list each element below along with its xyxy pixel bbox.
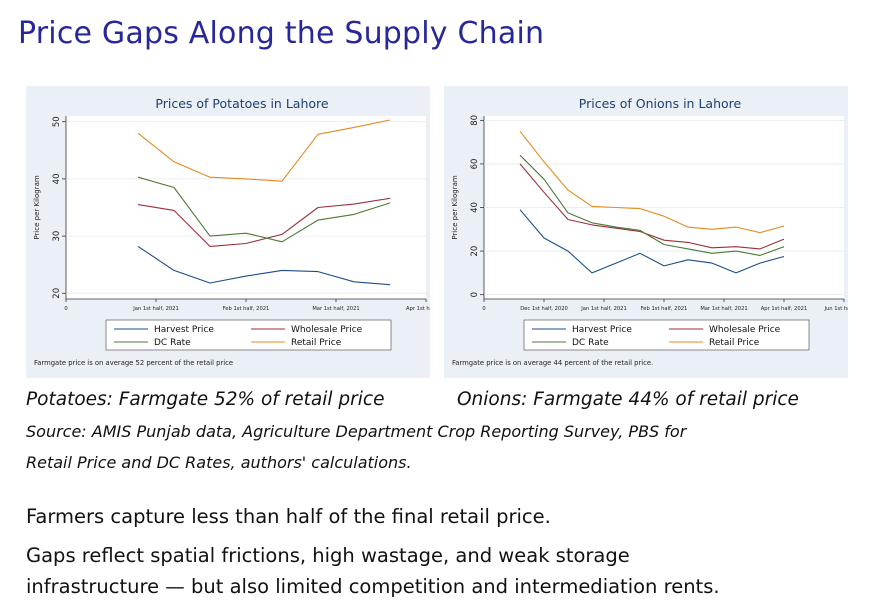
- x-tick-label: Mar 1st half, 2021: [700, 306, 747, 312]
- x-tick-label: Apr 1st half, 20: [406, 306, 430, 312]
- body-text-1: Farmers capture less than half of the fi…: [26, 505, 551, 528]
- onions-chart-svg: Prices of Onions in Lahore 0 20 40 60 80 Price…: [451, 96, 848, 367]
- body-text-2: Gaps reflect spatial frictions, high was…: [26, 544, 630, 567]
- x-tick-label: Jan 1st half, 2021: [580, 306, 627, 312]
- x-tick-label: Feb 1st half, 2021: [641, 306, 688, 312]
- x-tick-label: Dec 1st half, 2020: [520, 306, 568, 312]
- legend-label: Wholesale Price: [709, 325, 781, 335]
- series-line-retail: [137, 119, 391, 182]
- caption-onions: Onions: Farmgate 44% of retail price: [457, 389, 799, 410]
- plot-area: [66, 116, 426, 299]
- y-tick-label: 60: [470, 159, 480, 170]
- legend-label: Retail Price: [291, 338, 342, 348]
- x-tick-label: Jan 1st half, 2021: [132, 306, 179, 312]
- y-tick-label: 80: [470, 115, 480, 126]
- series-line-harvest: [137, 245, 391, 286]
- y-tick-label: 40: [470, 202, 480, 213]
- series-line-dc: [519, 154, 785, 256]
- legend-label: Harvest Price: [154, 325, 214, 335]
- legend-box: [523, 319, 810, 351]
- chart-title: Prices of Potatoes in Lahore: [155, 96, 328, 111]
- legend-label: Harvest Price: [572, 325, 632, 335]
- legend-box: [105, 319, 392, 351]
- y-axis-label: Price per Kilogram: [33, 175, 41, 240]
- legend-label: DC Rate: [572, 338, 609, 348]
- legend-label: DC Rate: [154, 338, 191, 348]
- y-tick-label: 50: [52, 116, 62, 127]
- series-line-wholesale: [137, 197, 391, 247]
- y-tick-label: 40: [52, 173, 62, 184]
- source-line-2: Retail Price and DC Rates, authors' calc…: [26, 453, 412, 472]
- x-tick-label: Mar 1st half, 2021: [312, 306, 359, 312]
- x-tick-label: Jun 1st half, 20: [823, 306, 848, 312]
- y-tick-label: 30: [52, 231, 62, 242]
- series-line-wholesale: [519, 163, 785, 250]
- potatoes-chart-svg: Prices of Potatoes in Lahore 20 30 40 50 Pric…: [33, 96, 430, 367]
- x-tick-label: Apr 1st half, 2021: [761, 306, 808, 312]
- y-tick-label: 0: [470, 292, 480, 297]
- chart-note: Farmgate price is on average 52 percent …: [34, 359, 233, 367]
- chart-onions: Prices of Onions in Lahore 0 20 40 60 80 Price…: [444, 86, 848, 378]
- legend-label: Retail Price: [709, 338, 760, 348]
- slide-title: Price Gaps Along the Supply Chain: [18, 16, 545, 51]
- y-tick-label: 20: [52, 288, 62, 299]
- chart-title: Prices of Onions in Lahore: [579, 96, 742, 111]
- source-line-1: Source: AMIS Punjab data, Agriculture De…: [26, 422, 687, 441]
- caption-potatoes: Potatoes: Farmgate 52% of retail price: [26, 389, 385, 410]
- chart-note: Farmgate price is on average 44 percent …: [452, 359, 653, 367]
- series-line-retail: [519, 130, 785, 234]
- y-axis-label: Price per Kilogram: [451, 175, 459, 240]
- legend-label: Wholesale Price: [291, 325, 363, 335]
- x-tick-label: Feb 1st half, 2021: [223, 306, 270, 312]
- x-tick-label: 0: [482, 306, 485, 312]
- body-text-3: infrastructure — but also limited compet…: [26, 575, 720, 598]
- chart-potatoes: Prices of Potatoes in Lahore 20 30 40 50 Pric…: [26, 86, 430, 378]
- series-line-harvest: [519, 209, 785, 274]
- x-tick-label: 0: [64, 306, 67, 312]
- series-line-dc: [137, 176, 391, 243]
- y-tick-label: 20: [470, 246, 480, 257]
